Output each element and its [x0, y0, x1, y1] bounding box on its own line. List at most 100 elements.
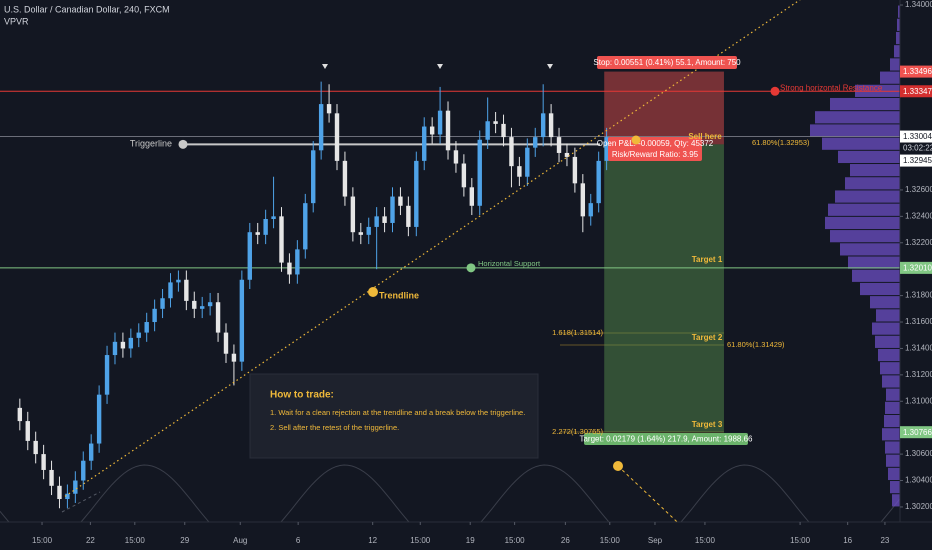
candle-body	[318, 104, 324, 151]
volume-bar	[882, 428, 900, 441]
candle-body	[184, 279, 189, 301]
stop-label: Stop: 0.00551 (0.41%) 55.1, Amount: 750	[593, 58, 741, 67]
candle-body	[533, 137, 538, 148]
y-tick-label: 1.31600	[905, 317, 932, 326]
target-label-box	[584, 433, 748, 445]
x-tick-label: Sep	[648, 536, 663, 545]
candle-body	[366, 226, 371, 235]
x-tick-label: 12	[368, 536, 377, 545]
level-handle	[466, 263, 476, 273]
candle-body	[445, 110, 451, 151]
candle-body	[239, 279, 245, 362]
fib-label: 61.80%(1.32953)	[752, 138, 810, 147]
trendline-handle	[368, 287, 378, 297]
candle-body	[525, 147, 530, 177]
trendline	[64, 0, 801, 497]
candle-body	[120, 341, 126, 349]
x-tick-label: 15:00	[125, 536, 146, 545]
how-to-title: How to trade:	[270, 390, 334, 401]
volume-bar	[840, 243, 900, 256]
candle-body	[57, 485, 62, 500]
volume-bar	[852, 269, 900, 282]
projection-line	[617, 465, 678, 522]
countdown-box	[900, 142, 932, 154]
top-marker	[322, 64, 328, 69]
candle-body	[556, 137, 562, 153]
volume-bar	[878, 348, 900, 362]
candle-body	[485, 121, 490, 140]
candle-body	[358, 232, 363, 235]
volume-bar	[880, 362, 900, 375]
y-tick-label: 1.30200	[905, 502, 932, 511]
volume-bar	[815, 111, 900, 124]
candle-body	[311, 150, 316, 204]
candle-body	[501, 123, 506, 138]
y-tick-label: 1.32400	[905, 211, 932, 220]
volume-bar	[890, 58, 900, 71]
candle-body	[73, 480, 78, 494]
trade-label: Target 1	[692, 255, 723, 264]
x-tick-label: 6	[296, 536, 301, 545]
projection-handle	[613, 461, 623, 471]
candle-body	[477, 139, 482, 206]
volume-bar	[860, 282, 900, 296]
pnl-label: Open P&L: -0.00059, Qty: 45372	[597, 139, 714, 148]
volume-bar	[825, 216, 900, 230]
candle-body	[231, 353, 237, 362]
candle-body	[136, 332, 141, 338]
candle-body	[493, 121, 498, 124]
candle-body	[287, 262, 292, 275]
y-tick-label: 1.32600	[905, 185, 932, 194]
level-label: Strong horizontal Resistance	[780, 83, 883, 92]
candle-body	[604, 137, 609, 161]
plot-area: Strong horizontal Resistance Triggerline H…	[0, 0, 900, 522]
trade-label: Target 3	[692, 420, 723, 429]
volume-bar	[875, 335, 900, 348]
volume-bar	[828, 203, 900, 216]
x-tick-label: 15:00	[32, 536, 53, 545]
stop-zone	[604, 71, 724, 145]
candle-body	[437, 110, 443, 135]
rr-label: Risk/Reward Ratio: 3.95	[612, 150, 699, 159]
volume-bar	[880, 71, 900, 84]
candle-body	[548, 113, 554, 138]
candle-body	[406, 205, 411, 227]
how-to-step: 1. Wait for a clean rejection at the tre…	[270, 408, 525, 417]
volume-bar	[885, 441, 900, 454]
candle-body	[255, 232, 260, 235]
candle-body	[112, 341, 118, 356]
x-tick-label: 15:00	[695, 536, 716, 545]
countdown: 03:02:22	[903, 144, 932, 153]
top-marker	[437, 64, 443, 69]
fib-label: 61.80%(1.31429)	[727, 340, 785, 349]
volume-bar	[838, 150, 900, 164]
price-tag-label: 1.32945	[903, 156, 932, 165]
candle-body	[152, 308, 157, 323]
level-handle	[770, 86, 780, 96]
candle-body	[65, 493, 70, 500]
volume-bar	[896, 31, 900, 45]
price-tag-label: 1.33496	[903, 67, 932, 76]
x-tick-label: 15:00	[410, 536, 431, 545]
x-tick-label: 29	[180, 536, 189, 545]
volume-bar	[886, 388, 900, 401]
x-tick-label: 15:00	[505, 536, 526, 545]
candle-body	[192, 300, 197, 309]
candle-body	[350, 196, 356, 233]
candle-body	[572, 156, 578, 184]
volume-bar	[835, 190, 900, 203]
trade-label: Sell here	[688, 132, 722, 141]
indicator-name: VPVR	[4, 16, 29, 26]
candle-body	[461, 163, 467, 188]
candle-body	[517, 166, 522, 177]
candle-body	[160, 298, 165, 309]
x-tick-label: Aug	[233, 536, 247, 545]
candle-body	[25, 421, 30, 441]
candle-body	[540, 113, 546, 138]
volume-bar	[884, 414, 900, 428]
volume-bar	[897, 18, 900, 31]
volume-bar	[848, 256, 900, 269]
candle-body	[247, 232, 252, 280]
price-tag-label: 1.33004	[903, 132, 932, 141]
price-tag-label: 1.33347	[903, 87, 932, 96]
